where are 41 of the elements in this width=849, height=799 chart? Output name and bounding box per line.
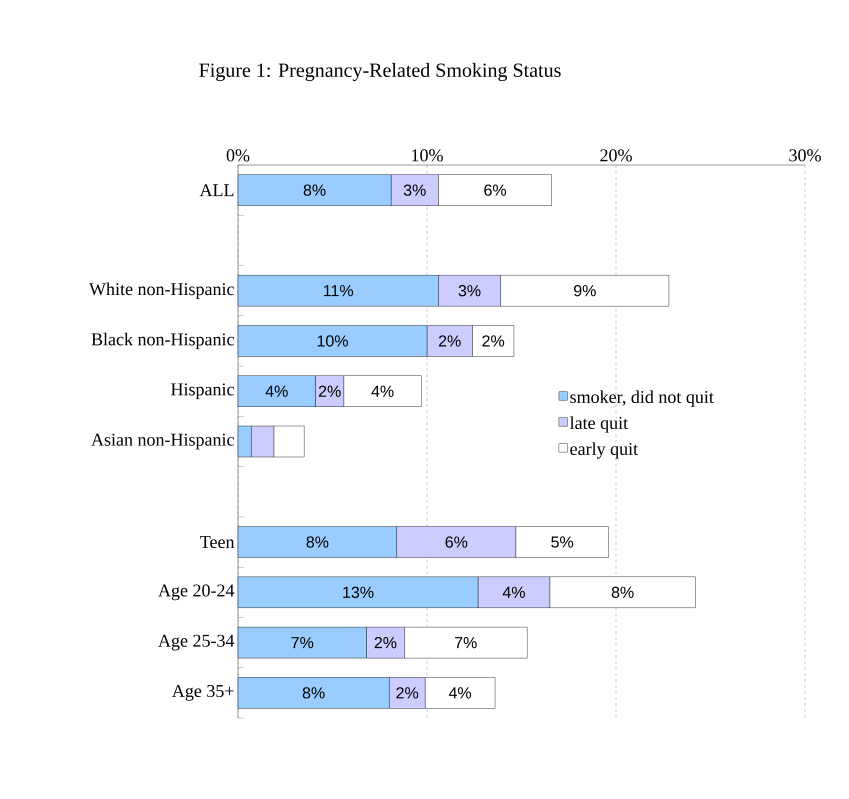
- legend-label: late quit: [570, 416, 628, 433]
- data-label: 4%: [502, 586, 525, 598]
- data-label: 4%: [266, 386, 288, 397]
- y-tick-label: Asian non-Hispanic: [91, 434, 234, 450]
- y-tick-label: Hispanic: [171, 383, 234, 400]
- x-tick-label: 20%: [600, 149, 632, 162]
- data-label: 8%: [612, 586, 634, 598]
- x-tick-label: 10%: [412, 149, 443, 162]
- data-label: 11%: [324, 285, 354, 296]
- data-label: 6%: [446, 536, 468, 548]
- data-label: 2%: [374, 636, 396, 648]
- chart-title: Figure 1: Pregnancy-Related Smoking Status: [199, 62, 561, 82]
- y-tick-label: Teen: [200, 536, 234, 548]
- data-label: 2%: [318, 386, 341, 397]
- y-tick-label: Age 35+: [172, 684, 234, 701]
- legend-label: early quit: [570, 442, 638, 459]
- data-label: 4%: [371, 386, 394, 397]
- data-label: 2%: [482, 335, 504, 347]
- data-label: 4%: [448, 687, 472, 698]
- data-label: 8%: [306, 536, 328, 548]
- data-label: 10%: [318, 335, 348, 347]
- data-label: 7%: [292, 636, 314, 648]
- y-tick-label: Age 25-34: [158, 634, 234, 651]
- legend-label: smoker, did not quit: [570, 390, 714, 407]
- data-label: 8%: [302, 687, 325, 699]
- data-label: 5%: [551, 536, 574, 548]
- data-label: 3%: [404, 184, 426, 196]
- data-label: 2%: [438, 335, 461, 347]
- y-tick-label: White non-Hispanic: [89, 282, 234, 299]
- x-tick-label: 0%: [226, 149, 250, 162]
- data-label: 8%: [304, 184, 326, 196]
- data-label: 6%: [484, 184, 506, 196]
- data-label: 2%: [396, 687, 418, 698]
- y-tick-label: ALL: [200, 184, 234, 196]
- y-tick-label: Age 20-24: [158, 584, 234, 600]
- data-label: 3%: [458, 285, 481, 296]
- data-label: 7%: [455, 636, 477, 648]
- y-tick-label: Black non-Hispanic: [92, 332, 234, 350]
- data-label: 9%: [574, 285, 596, 296]
- data-label: 13%: [343, 586, 374, 598]
- x-tick-label: 30%: [789, 149, 821, 162]
